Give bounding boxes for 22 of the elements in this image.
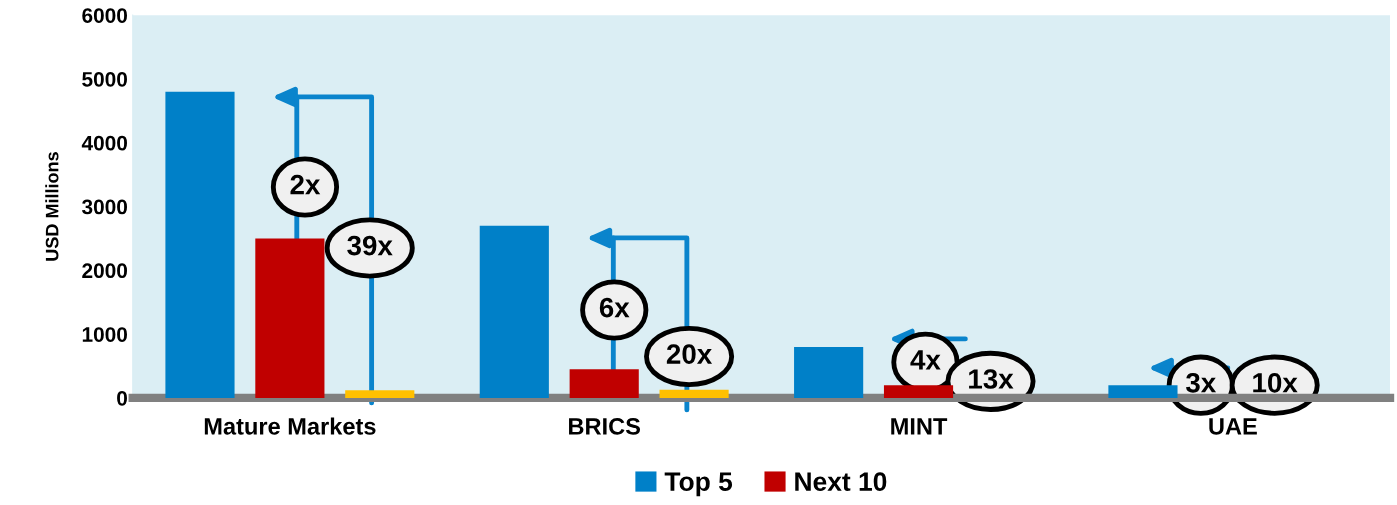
y-tick-label: 3000 bbox=[81, 199, 127, 215]
y-tick-label: 1000 bbox=[82, 327, 127, 342]
annotation: 4x bbox=[910, 350, 941, 370]
annotation: 20x bbox=[666, 344, 713, 364]
annotation: 2x bbox=[290, 174, 321, 195]
annotation: 39x bbox=[347, 235, 393, 256]
x-tick-label: UAE bbox=[1209, 418, 1257, 435]
y-tick-label: 6000 bbox=[82, 8, 127, 23]
y-tick-label: 5000 bbox=[82, 71, 127, 87]
annotation: 3x bbox=[1185, 372, 1217, 393]
x-tick-label: MINT bbox=[891, 418, 948, 435]
legend-label: Next 10 bbox=[795, 472, 887, 491]
y-tick-label: 0 bbox=[117, 390, 127, 406]
annotation: 6x bbox=[599, 297, 630, 318]
y-tick-label: 4000 bbox=[81, 135, 127, 151]
annotation: 13x bbox=[969, 369, 1014, 389]
x-tick-label: BRICS bbox=[569, 418, 641, 435]
y-axis-title: USD Millions bbox=[45, 152, 59, 261]
legend-label: Top 5 bbox=[664, 472, 733, 497]
x-tick-label: Mature Markets bbox=[204, 417, 376, 435]
annotation: 10x bbox=[1253, 372, 1298, 393]
y-tick-label: 2000 bbox=[82, 263, 127, 279]
